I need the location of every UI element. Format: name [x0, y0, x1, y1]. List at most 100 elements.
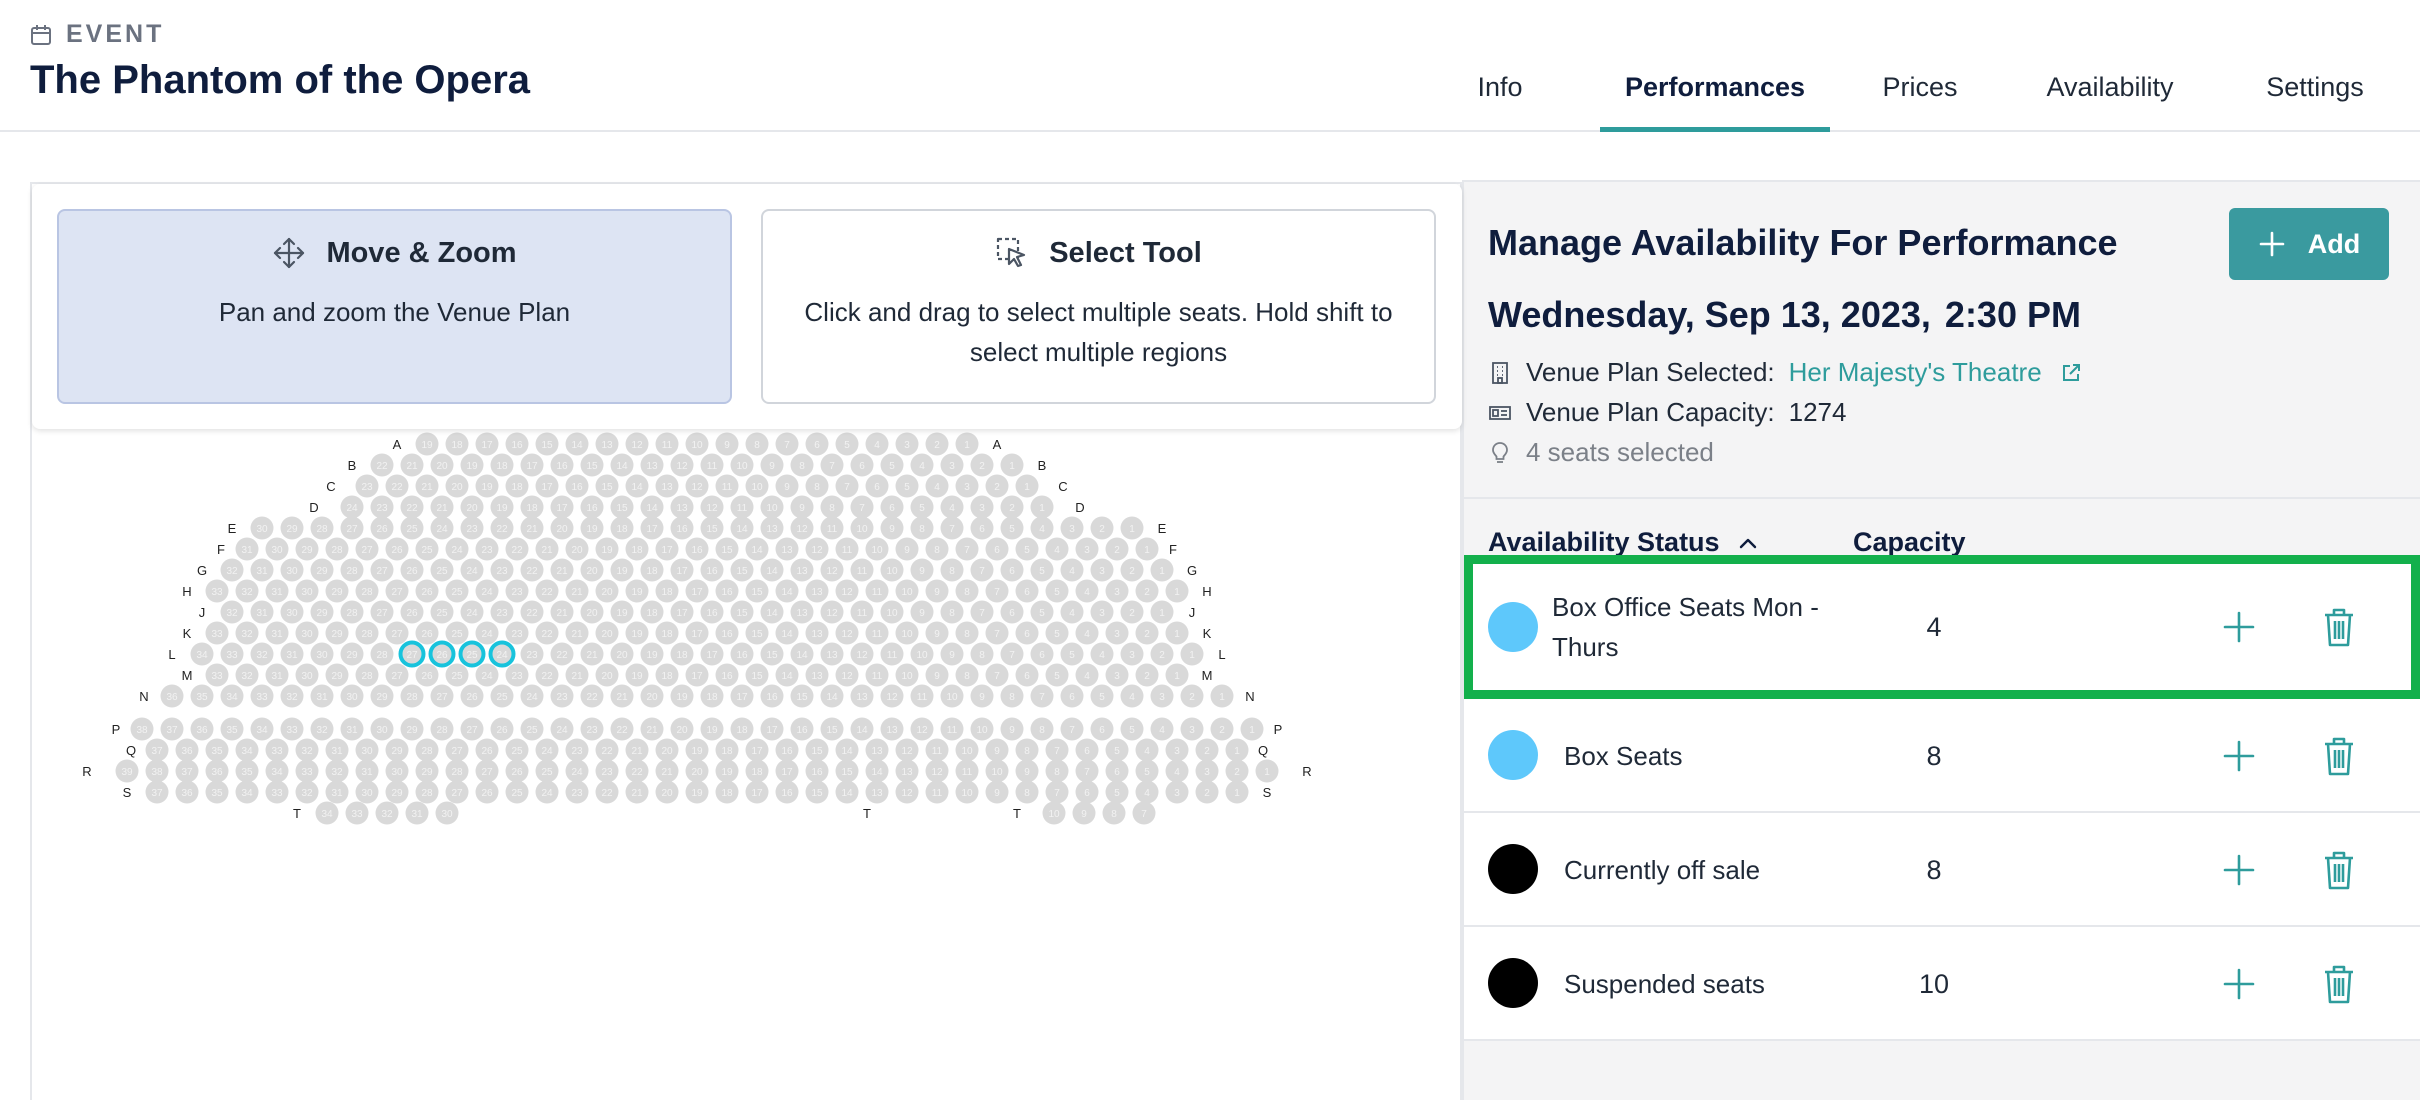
- seat[interactable]: 2: [1195, 738, 1219, 762]
- seat[interactable]: 16: [775, 738, 799, 762]
- seat[interactable]: 39: [115, 759, 139, 783]
- seat[interactable]: 9: [715, 432, 739, 456]
- seat[interactable]: 2: [1090, 516, 1114, 540]
- seat[interactable]: 11: [880, 642, 904, 666]
- seat[interactable]: 4: [1120, 684, 1144, 708]
- seat[interactable]: 14: [865, 759, 889, 783]
- seat[interactable]: 36: [175, 780, 199, 804]
- availability-row[interactable]: Currently off sale 8: [1464, 813, 2420, 927]
- seat[interactable]: 24: [340, 495, 364, 519]
- seat[interactable]: 11: [850, 600, 874, 624]
- add-button[interactable]: Add: [2229, 208, 2389, 280]
- seat[interactable]: 4: [1075, 663, 1099, 687]
- seat[interactable]: 3: [970, 495, 994, 519]
- seat[interactable]: 14: [850, 717, 874, 741]
- seat[interactable]: 34: [235, 738, 259, 762]
- seat[interactable]: 24: [565, 759, 589, 783]
- seat[interactable]: 14: [775, 663, 799, 687]
- seat[interactable]: 7: [940, 516, 964, 540]
- seat[interactable]: 11: [850, 558, 874, 582]
- seat[interactable]: 1: [1030, 495, 1054, 519]
- seat[interactable]: 1: [1165, 579, 1189, 603]
- seat[interactable]: 18: [655, 663, 679, 687]
- seat[interactable]: 24: [550, 717, 574, 741]
- seat[interactable]: 2: [970, 453, 994, 477]
- seat[interactable]: 31: [340, 717, 364, 741]
- seat[interactable]: 25: [445, 579, 469, 603]
- seat[interactable]: 15: [700, 516, 724, 540]
- seat[interactable]: 25: [400, 516, 424, 540]
- seat[interactable]: 21: [655, 759, 679, 783]
- seat[interactable]: 10: [910, 642, 934, 666]
- seat[interactable]: 1: [1180, 642, 1204, 666]
- seat[interactable]: 31: [405, 801, 429, 825]
- seat[interactable]: 13: [790, 558, 814, 582]
- seat-selected[interactable]: 27: [398, 640, 426, 668]
- seat[interactable]: 31: [250, 600, 274, 624]
- seat[interactable]: 26: [385, 537, 409, 561]
- seat[interactable]: 19: [625, 663, 649, 687]
- seat[interactable]: 30: [310, 642, 334, 666]
- seat[interactable]: 34: [235, 780, 259, 804]
- seat[interactable]: 12: [895, 738, 919, 762]
- seat[interactable]: 14: [835, 738, 859, 762]
- seat[interactable]: 38: [130, 717, 154, 741]
- seat[interactable]: 26: [415, 621, 439, 645]
- seat[interactable]: 20: [445, 474, 469, 498]
- seat[interactable]: 37: [175, 759, 199, 783]
- seat[interactable]: 35: [220, 717, 244, 741]
- seat[interactable]: 3: [1105, 663, 1129, 687]
- seat[interactable]: 9: [940, 642, 964, 666]
- seat[interactable]: 16: [760, 684, 784, 708]
- seat[interactable]: 12: [790, 516, 814, 540]
- seat[interactable]: 7: [1045, 780, 1069, 804]
- seat[interactable]: 1: [955, 432, 979, 456]
- seat[interactable]: 8: [940, 558, 964, 582]
- seat[interactable]: 8: [955, 621, 979, 645]
- seat[interactable]: 15: [610, 495, 634, 519]
- seat[interactable]: 18: [490, 453, 514, 477]
- seat[interactable]: 24: [475, 579, 499, 603]
- seat[interactable]: 26: [400, 558, 424, 582]
- seat[interactable]: 17: [535, 474, 559, 498]
- seat[interactable]: 19: [610, 600, 634, 624]
- seat[interactable]: 23: [580, 717, 604, 741]
- seat[interactable]: 2: [1225, 759, 1249, 783]
- seat[interactable]: 33: [345, 801, 369, 825]
- seat[interactable]: 13: [805, 621, 829, 645]
- seat[interactable]: 19: [595, 537, 619, 561]
- seat[interactable]: 9: [895, 537, 919, 561]
- seat-selected[interactable]: 26: [428, 640, 456, 668]
- seat[interactable]: 29: [415, 759, 439, 783]
- seat[interactable]: 16: [700, 558, 724, 582]
- seat[interactable]: 1: [1240, 717, 1264, 741]
- seat[interactable]: 11: [865, 663, 889, 687]
- seat[interactable]: 8: [820, 495, 844, 519]
- seat[interactable]: 35: [205, 738, 229, 762]
- seat[interactable]: 2: [1150, 642, 1174, 666]
- seat[interactable]: 21: [535, 537, 559, 561]
- seat[interactable]: 25: [430, 558, 454, 582]
- seat[interactable]: 1: [1150, 600, 1174, 624]
- seat[interactable]: 16: [550, 453, 574, 477]
- seat[interactable]: 18: [640, 600, 664, 624]
- seat[interactable]: 12: [820, 558, 844, 582]
- seat[interactable]: 15: [805, 738, 829, 762]
- seat[interactable]: 17: [640, 516, 664, 540]
- seat[interactable]: 7: [985, 579, 1009, 603]
- seat[interactable]: 8: [805, 474, 829, 498]
- seat[interactable]: 15: [760, 642, 784, 666]
- seat[interactable]: 27: [340, 516, 364, 540]
- seat[interactable]: 6: [1015, 621, 1039, 645]
- seat[interactable]: 7: [1132, 801, 1156, 825]
- seat[interactable]: 4: [1060, 558, 1084, 582]
- seat[interactable]: 3: [1105, 621, 1129, 645]
- seat[interactable]: 27: [445, 738, 469, 762]
- seat[interactable]: 11: [865, 579, 889, 603]
- seat[interactable]: 20: [460, 495, 484, 519]
- seat[interactable]: 38: [145, 759, 169, 783]
- seat[interactable]: 22: [595, 738, 619, 762]
- seat[interactable]: 20: [595, 663, 619, 687]
- seat[interactable]: 19: [460, 453, 484, 477]
- seat[interactable]: 30: [295, 663, 319, 687]
